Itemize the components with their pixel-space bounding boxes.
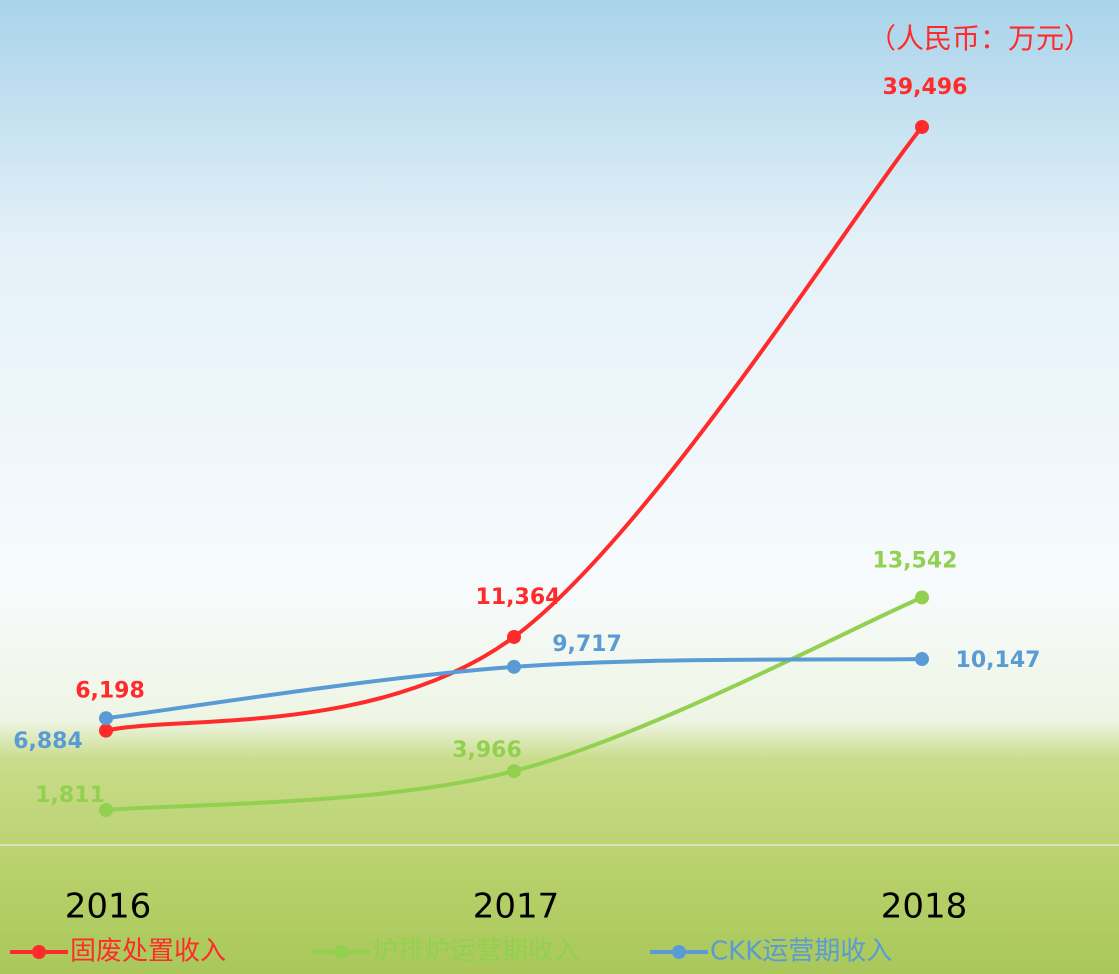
legend-label: CKK运营期收入 (710, 937, 892, 967)
data-point (507, 659, 521, 674)
legend-label: 炉排炉运营期收入 (372, 937, 580, 967)
data-label: 10,147 (956, 648, 1041, 673)
data-point (99, 711, 113, 726)
data-point (915, 652, 929, 667)
x-tick-label: 2016 (65, 887, 152, 927)
data-label: 1,811 (35, 783, 105, 808)
legend-dot (672, 945, 686, 959)
data-label: 3,966 (452, 738, 522, 763)
data-label: 11,364 (476, 585, 561, 610)
data-point (507, 764, 521, 779)
data-point (915, 119, 929, 134)
data-point (99, 803, 113, 818)
x-tick-label: 2017 (473, 887, 560, 927)
data-point (915, 590, 929, 605)
legend-dot (334, 945, 348, 959)
unit-label: （人民币：万元） (868, 22, 1092, 55)
data-label: 9,717 (552, 632, 622, 657)
x-tick-label: 2018 (881, 887, 968, 927)
data-label: 6,884 (13, 729, 83, 754)
data-point (99, 723, 113, 738)
data-label: 39,496 (883, 75, 968, 100)
legend-label: 固废处置收入 (70, 937, 226, 967)
data-point (507, 629, 521, 644)
data-label: 13,542 (873, 548, 958, 573)
series-line (105, 125, 924, 733)
legend-dot (32, 945, 46, 959)
data-label: 6,198 (75, 679, 145, 704)
